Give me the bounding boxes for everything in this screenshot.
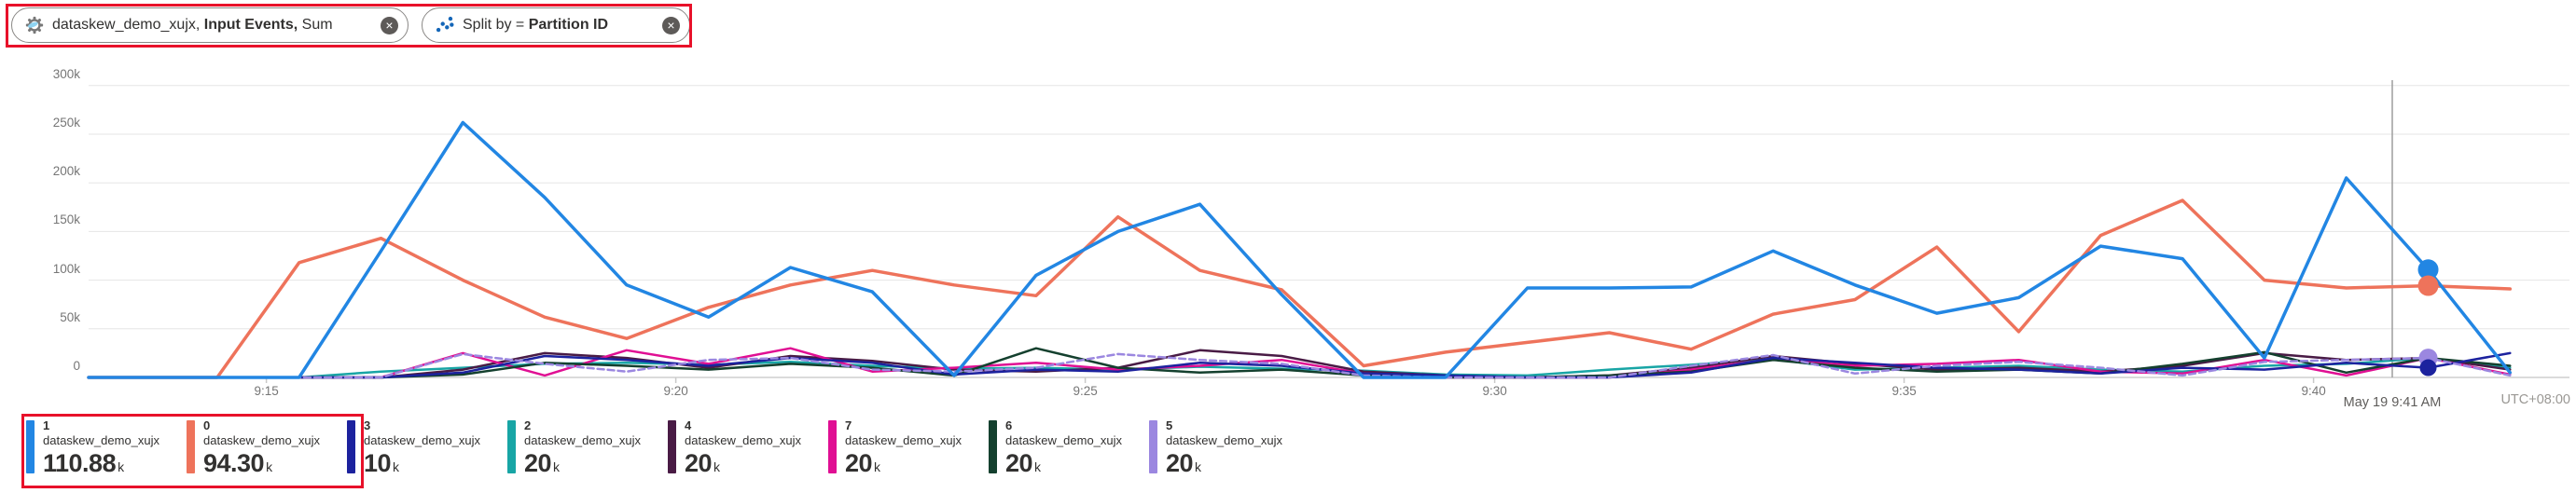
legend-unit: k: [1195, 459, 1201, 474]
metric-filter-pill[interactable]: dataskew_demo_xujx, Input Events, Sum ×: [11, 7, 409, 43]
legend-color-bar: [187, 420, 195, 473]
legend-value: 94.30: [203, 449, 265, 477]
legend-value: 20: [685, 449, 713, 477]
legend-item-partition-2[interactable]: 2 dataskew_demo_xujx 20 k: [507, 418, 668, 481]
legend-item-partition-7[interactable]: 7 dataskew_demo_xujx 20 k: [828, 418, 989, 481]
highlight-dot-partition-3: [2419, 359, 2437, 377]
x-axis-label: 9:25: [1073, 384, 1098, 398]
legend-value: 110.88: [43, 449, 117, 477]
legend-value: 20: [524, 449, 552, 477]
crosshair-time-label: May 19 9:41 AM: [2343, 395, 2442, 410]
chart-legend: 1 dataskew_demo_xujx 110.88 k 0 dataskew_dem…: [26, 418, 1309, 481]
legend-partition: 1: [43, 418, 50, 432]
stream-analytics-gear-icon: [25, 16, 44, 34]
y-axis-label: 0: [73, 359, 80, 373]
splitby-pill-label: Split by =: [463, 17, 529, 33]
legend-resource-name: dataskew_demo_xujx: [1005, 433, 1123, 447]
legend-unit: k: [118, 459, 124, 474]
legend-partition: 7: [845, 418, 852, 432]
series-line-partition-7: [87, 347, 2512, 379]
legend-item-partition-3[interactable]: 3 dataskew_demo_xujx 10 k: [347, 418, 507, 481]
legend-value: 20: [845, 449, 873, 477]
legend-resource-name: dataskew_demo_xujx: [524, 433, 642, 447]
legend-color-bar: [26, 420, 35, 473]
x-axis-label: 9:35: [1891, 384, 1917, 398]
legend-unit: k: [266, 459, 272, 474]
legend-resource-name: dataskew_demo_xujx: [43, 433, 160, 447]
legend-item-partition-4[interactable]: 4 dataskew_demo_xujx 20 k: [668, 418, 828, 481]
legend-unit: k: [393, 459, 399, 474]
legend-value: 20: [1166, 449, 1194, 477]
legend-partition: 0: [203, 418, 211, 432]
legend-unit: k: [874, 459, 880, 474]
legend-resource-name: dataskew_demo_xujx: [685, 433, 802, 447]
scatter-split-icon: [436, 16, 454, 33]
splitby-filter-pill[interactable]: Split by = Partition ID ×: [422, 7, 690, 43]
y-axis-label: 300k: [52, 66, 80, 81]
legend-partition: 3: [364, 418, 371, 432]
legend-item-partition-0[interactable]: 0 dataskew_demo_xujx 94.30 k: [187, 418, 347, 481]
splitby-pill-dimension: Partition ID: [528, 17, 609, 33]
legend-color-bar: [1149, 420, 1157, 473]
highlight-dot-partition-1: [2417, 259, 2439, 281]
x-axis-label: 9:40: [2301, 384, 2326, 398]
legend-unit: k: [553, 459, 560, 474]
legend-partition: 6: [1005, 418, 1013, 432]
highlight-dot-partition-0: [2417, 275, 2439, 296]
x-axis-label: 9:20: [663, 384, 688, 398]
legend-color-bar: [507, 420, 516, 473]
legend-value: 10: [364, 449, 392, 477]
legend-item-partition-6[interactable]: 6 dataskew_demo_xujx 20 k: [989, 418, 1149, 481]
legend-partition: 5: [1166, 418, 1173, 432]
legend-color-bar: [668, 420, 676, 473]
legend-unit: k: [1034, 459, 1041, 474]
legend-resource-name: dataskew_demo_xujx: [364, 433, 481, 447]
x-axis-label: 9:30: [1482, 384, 1507, 398]
series-line-partition-5: [87, 352, 2512, 379]
legend-resource-name: dataskew_demo_xujx: [845, 433, 963, 447]
y-axis-label: 100k: [52, 261, 80, 276]
legend-partition: 4: [685, 418, 692, 432]
legend-item-partition-5[interactable]: 5 dataskew_demo_xujx 20 k: [1149, 418, 1309, 481]
metric-pill-aggregation: Sum: [298, 17, 333, 33]
y-axis-label: 200k: [52, 164, 80, 179]
metric-pill-close-icon[interactable]: ×: [381, 16, 398, 34]
series-line-partition-3: [87, 351, 2512, 379]
legend-color-bar: [347, 420, 355, 473]
legend-partition: 2: [524, 418, 532, 432]
legend-item-partition-1[interactable]: 1 dataskew_demo_xujx 110.88 k: [26, 418, 187, 481]
series-line-partition-1: [87, 120, 2513, 379]
legend-unit: k: [713, 459, 720, 474]
legend-value: 20: [1005, 449, 1033, 477]
legend-resource-name: dataskew_demo_xujx: [203, 433, 321, 447]
x-axis-label: 9:15: [254, 384, 279, 398]
legend-color-bar: [989, 420, 997, 473]
timezone-label: UTC+08:00: [2500, 392, 2570, 407]
series-line-partition-0: [87, 199, 2513, 379]
y-axis-label: 150k: [52, 212, 80, 227]
legend-resource-name: dataskew_demo_xujx: [1166, 433, 1283, 447]
metric-pill-metric: Input Events,: [203, 17, 298, 33]
metric-pill-resource: dataskew_demo_xujx,: [52, 17, 204, 33]
legend-color-bar: [828, 420, 837, 473]
splitby-pill-close-icon[interactable]: ×: [662, 16, 680, 34]
y-axis-label: 50k: [60, 309, 80, 324]
y-axis-label: 250k: [52, 116, 80, 130]
